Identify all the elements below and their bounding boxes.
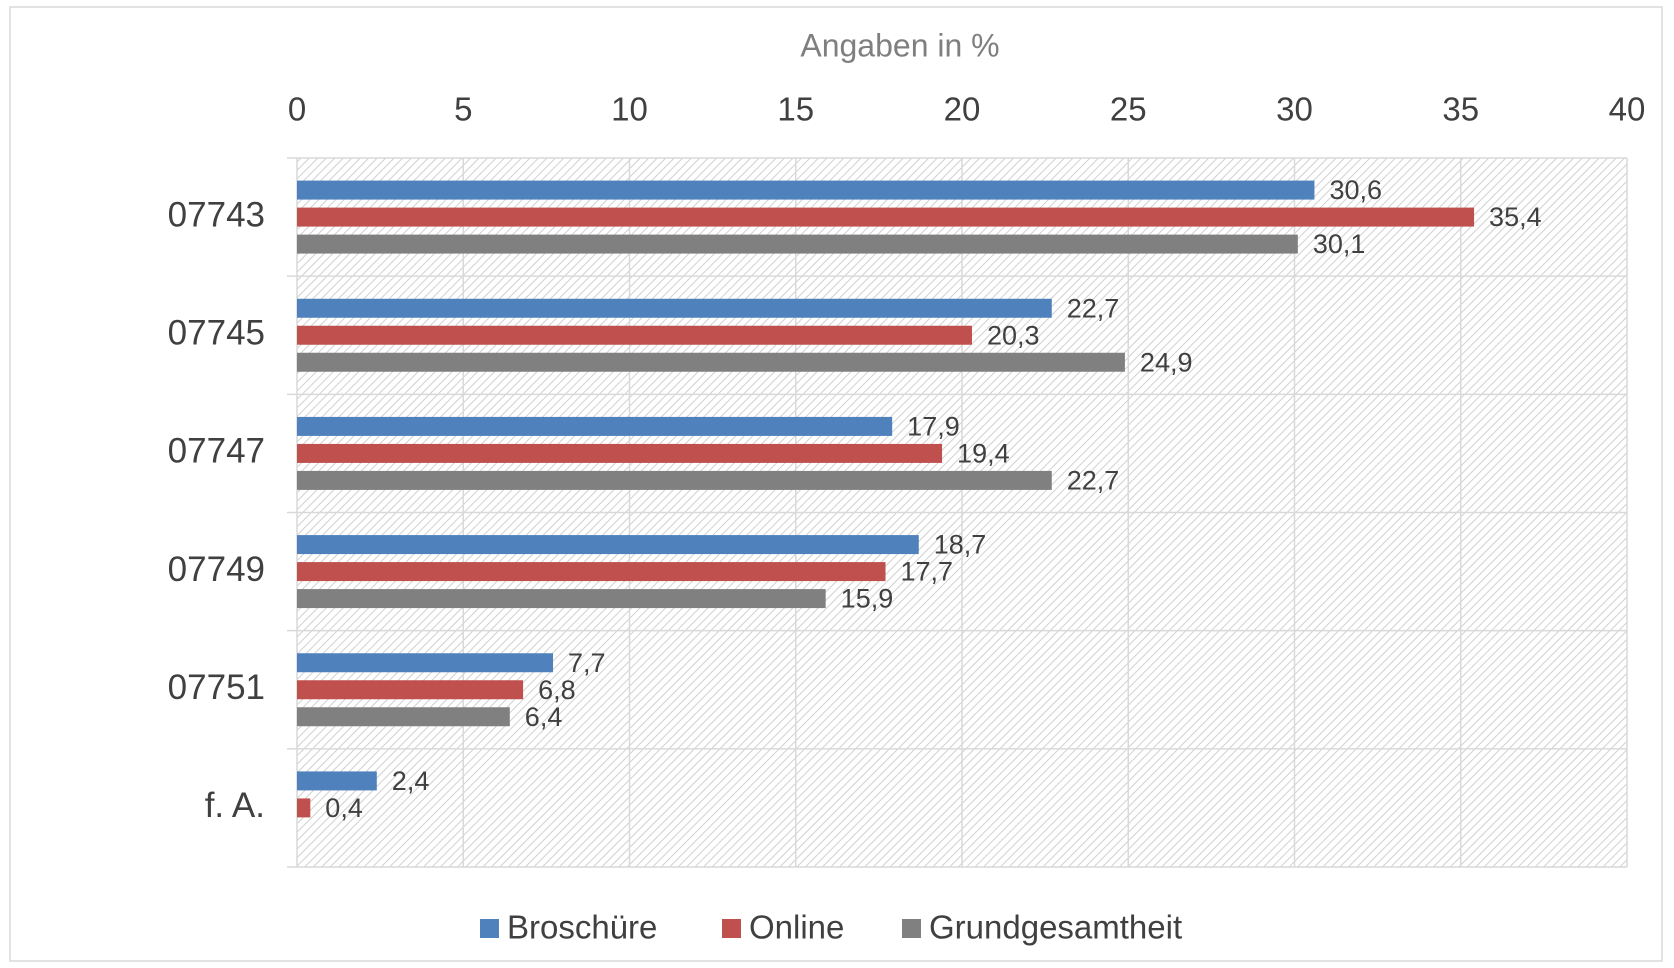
data-label: 17,9 <box>907 412 960 442</box>
data-label: 7,7 <box>568 648 606 678</box>
legend-swatch <box>902 919 921 938</box>
y-tick-label: 07743 <box>168 195 265 234</box>
legend-swatch <box>480 919 499 938</box>
bar <box>297 298 1052 318</box>
bar <box>297 234 1298 254</box>
bar <box>297 416 893 436</box>
bar <box>297 589 826 609</box>
y-tick-label: 07749 <box>168 550 265 589</box>
legend-label: Grundgesamtheit <box>929 909 1182 946</box>
x-tick-label: 35 <box>1442 91 1479 128</box>
x-tick-label: 15 <box>777 91 814 128</box>
bar <box>297 771 377 791</box>
data-label: 30,6 <box>1329 175 1382 205</box>
data-label: 6,8 <box>538 675 576 705</box>
bar <box>297 562 886 582</box>
legend-label: Online <box>749 909 844 946</box>
data-label: 6,4 <box>525 702 563 732</box>
x-tick-label: 40 <box>1609 91 1646 128</box>
data-label: 35,4 <box>1489 202 1542 232</box>
y-tick-label: f. A. <box>205 786 265 825</box>
bar <box>297 653 554 673</box>
data-label: 18,7 <box>934 530 987 560</box>
bar <box>297 325 972 345</box>
data-label: 2,4 <box>392 766 430 796</box>
bar <box>297 207 1475 227</box>
bar <box>297 443 943 463</box>
x-tick-label: 0 <box>288 91 306 128</box>
x-tick-label: 25 <box>1110 91 1147 128</box>
x-tick-label: 5 <box>454 91 472 128</box>
bar <box>297 798 311 818</box>
bar <box>297 680 524 700</box>
data-label: 17,7 <box>901 557 954 587</box>
y-tick-label: 07745 <box>168 314 265 353</box>
data-label: 15,9 <box>841 584 894 614</box>
bar <box>297 180 1315 200</box>
legend-label: Broschüre <box>507 909 657 946</box>
data-label: 30,1 <box>1313 229 1366 259</box>
x-tick-label: 30 <box>1276 91 1313 128</box>
bar <box>297 352 1125 372</box>
bar <box>297 535 919 555</box>
data-label: 22,7 <box>1067 293 1120 323</box>
legend-swatch <box>722 919 741 938</box>
data-label: 22,7 <box>1067 466 1120 496</box>
y-tick-label: 07747 <box>168 432 265 471</box>
bar <box>297 470 1052 490</box>
x-tick-label: 10 <box>611 91 648 128</box>
y-tick-label: 07751 <box>168 668 265 707</box>
x-tick-label: 20 <box>944 91 981 128</box>
bar <box>297 707 510 727</box>
data-label: 20,3 <box>987 320 1040 350</box>
axis-title: Angaben in % <box>800 27 999 63</box>
data-label: 24,9 <box>1140 347 1193 377</box>
data-label: 0,4 <box>325 793 363 823</box>
data-label: 19,4 <box>957 439 1010 469</box>
